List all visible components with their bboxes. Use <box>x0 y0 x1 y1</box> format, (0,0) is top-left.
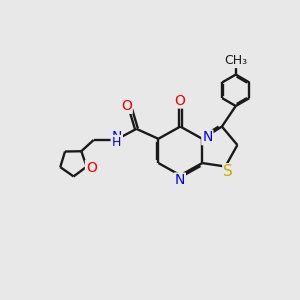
Text: H: H <box>112 136 122 149</box>
Text: N: N <box>175 173 185 188</box>
Text: N: N <box>112 130 122 144</box>
Text: O: O <box>86 161 97 175</box>
Text: CH₃: CH₃ <box>224 54 247 67</box>
Text: O: O <box>174 94 185 108</box>
Text: N: N <box>202 130 212 144</box>
Text: S: S <box>223 164 233 179</box>
Text: O: O <box>121 99 132 113</box>
